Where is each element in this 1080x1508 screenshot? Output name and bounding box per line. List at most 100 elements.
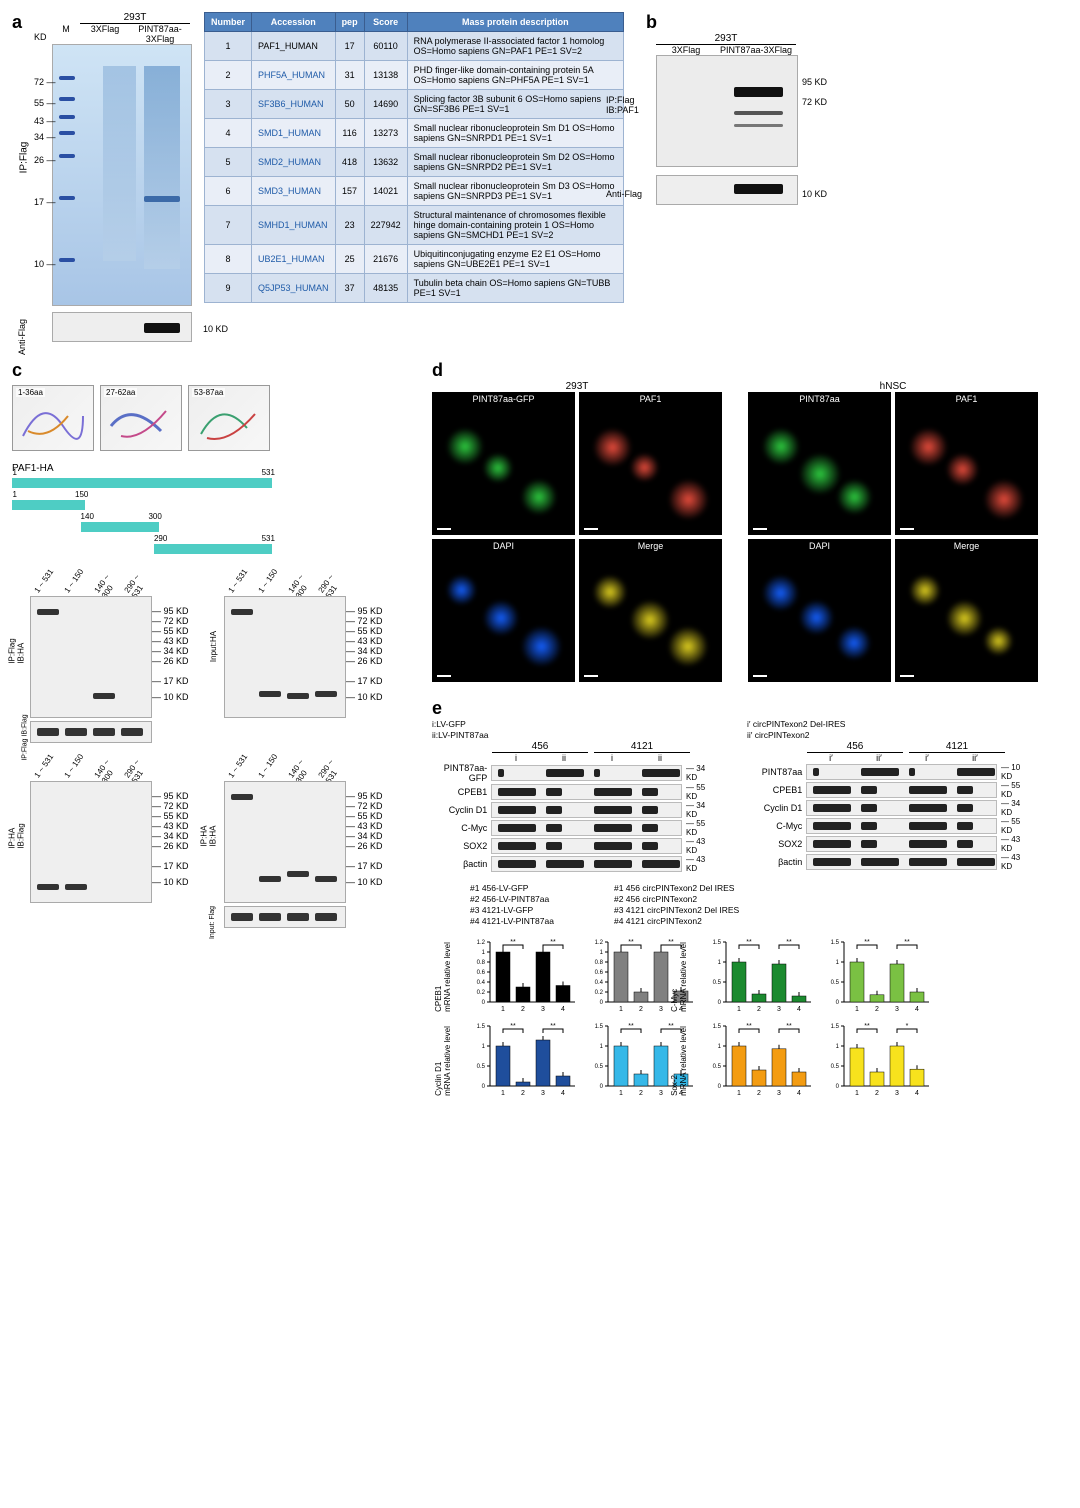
e-mw: — 43 KD (1001, 835, 1032, 853)
sample-key-item: #2 456 circPINTexon2 (614, 894, 739, 905)
ms-td: 2 (205, 61, 252, 90)
svg-text:**: ** (628, 939, 634, 946)
e-cell-456-r: 456 (807, 741, 903, 753)
ms-td: 157 (335, 177, 364, 206)
sample-key-item: #3 4121-LV-GFP (470, 905, 554, 916)
c-mw: — 72 KD (346, 801, 383, 811)
ms-td: 14021 (364, 177, 407, 206)
ms-td: 21676 (364, 245, 407, 274)
e-mw: — 34 KD (686, 764, 717, 782)
protein-name: CPEB1 (432, 787, 491, 797)
domain-start: 1 (12, 490, 16, 499)
panel-a-gel-region: 293T M 3XFlag PINT87aa-3XFlag KD 72 —55 … (34, 12, 192, 342)
ms-td: Structural maintenance of chromosomes fl… (407, 206, 623, 245)
fluor-cell: Merge (895, 539, 1038, 682)
svg-text:1: 1 (600, 1044, 604, 1050)
table-row: 9Q5JP53_HUMAN3748135Tubulin beta chain O… (205, 274, 624, 303)
panel-d-label: d (432, 360, 1052, 381)
bar-chart: 00.511.51234**** (824, 937, 934, 1017)
ms-td: 1 (205, 32, 252, 61)
protein-name: Cyclin D1 (747, 803, 806, 813)
mw-label: 26 — (34, 155, 56, 165)
svg-text:0.5: 0.5 (477, 1064, 486, 1070)
protein-name: βactin (747, 857, 806, 867)
ms-th: pep (335, 13, 364, 32)
ms-td: 48135 (364, 274, 407, 303)
c-mw: — 72 KD (152, 616, 189, 626)
svg-text:1: 1 (836, 1044, 840, 1050)
fluor-cell: PAF1 (579, 392, 722, 535)
c-mw: — 95 KD (346, 791, 383, 801)
c-mw: — 26 KD (346, 656, 383, 666)
e-key-iip: ii′ circPINTexon2 (747, 730, 810, 740)
d-group-hnsc: hNSC (748, 381, 1038, 392)
bar-chart: C-MycmRNA relative level00.511.51234**** (706, 937, 816, 1017)
protein-name: βactin (432, 859, 491, 869)
svg-text:**: ** (510, 1023, 516, 1030)
e-blot-row (491, 784, 682, 800)
svg-text:0: 0 (836, 1084, 840, 1090)
e-blot-row (491, 765, 682, 781)
svg-text:**: ** (510, 939, 516, 946)
svg-text:4: 4 (561, 1006, 565, 1013)
chart-ylabel: Cyclin D1mRNA relative level (434, 1026, 452, 1096)
svg-text:0.6: 0.6 (595, 970, 604, 976)
c-mw: — 72 KD (346, 616, 383, 626)
mw-label: 10 — (34, 259, 56, 269)
ms-td: 31 (335, 61, 364, 90)
e-mw: — 55 KD (686, 783, 717, 801)
e-mw: — 55 KD (1001, 781, 1032, 799)
kd-label: KD (34, 32, 47, 42)
table-row: 5SMD2_HUMAN41813632Small nuclear ribonuc… (205, 148, 624, 177)
sample-keys-right: #1 456 circPINTexon2 Del IRES#2 456 circ… (614, 883, 739, 927)
e-left-blots: i:LV-GFP ii:LV-PINT87aa 456 4121 iiiiii … (432, 719, 717, 873)
ms-td: SMD2_HUMAN (252, 148, 336, 177)
ms-td: 7 (205, 206, 252, 245)
mw-label: 34 — (34, 132, 56, 142)
svg-text:2: 2 (639, 1090, 643, 1097)
ms-td: 13273 (364, 119, 407, 148)
e-mw: — 43 KD (686, 855, 717, 873)
domain-diagram: 15311150140300290531 (12, 478, 272, 562)
ms-td: 6 (205, 177, 252, 206)
e-mw: — 10 KD (1001, 763, 1032, 781)
sample-key-item: #2 456-LV-PINT87aa (470, 894, 554, 905)
c-mw: — 34 KD (346, 646, 383, 656)
protein-name: C-Myc (747, 821, 806, 831)
svg-text:0: 0 (600, 1084, 604, 1090)
c-mw: — 10 KD (152, 877, 189, 887)
svg-text:1: 1 (855, 1090, 859, 1097)
svg-text:1: 1 (836, 960, 840, 966)
fluor-label: Merge (638, 541, 664, 551)
e-mw: — 55 KD (1001, 817, 1032, 835)
svg-text:**: ** (864, 939, 870, 946)
protein-name: CPEB1 (747, 785, 806, 795)
svg-text:*: * (906, 1023, 909, 1030)
domain-end: 300 (148, 512, 161, 521)
svg-text:0.5: 0.5 (595, 1064, 604, 1070)
svg-text:3: 3 (895, 1090, 899, 1097)
ms-table: NumberAccessionpepScoreMass protein desc… (204, 12, 624, 303)
e-mw: — 55 KD (686, 819, 717, 837)
e-lane: ii (636, 753, 684, 763)
svg-text:3: 3 (895, 1006, 899, 1013)
svg-text:3: 3 (541, 1006, 545, 1013)
c-side-label: IP:HAIB:HA (199, 826, 217, 847)
sample-key-item: #4 4121-LV-PINT87aa (470, 916, 554, 927)
svg-text:0.5: 0.5 (713, 980, 722, 986)
c-blot (30, 781, 152, 903)
table-row: 8UB2E1_HUMAN2521676Ubiquitinconjugating … (205, 245, 624, 274)
c-extra-blot (224, 906, 346, 928)
svg-text:**: ** (786, 939, 792, 946)
svg-text:2: 2 (639, 1006, 643, 1013)
ms-td: 13138 (364, 61, 407, 90)
ms-td: 60110 (364, 32, 407, 61)
ms-th: Mass protein description (407, 13, 623, 32)
ms-td: 4 (205, 119, 252, 148)
ms-td: 14690 (364, 90, 407, 119)
ms-td: SF3B6_HUMAN (252, 90, 336, 119)
svg-text:3: 3 (777, 1006, 781, 1013)
ms-td: 3 (205, 90, 252, 119)
ms-th: Score (364, 13, 407, 32)
svg-text:1.5: 1.5 (713, 1024, 722, 1030)
